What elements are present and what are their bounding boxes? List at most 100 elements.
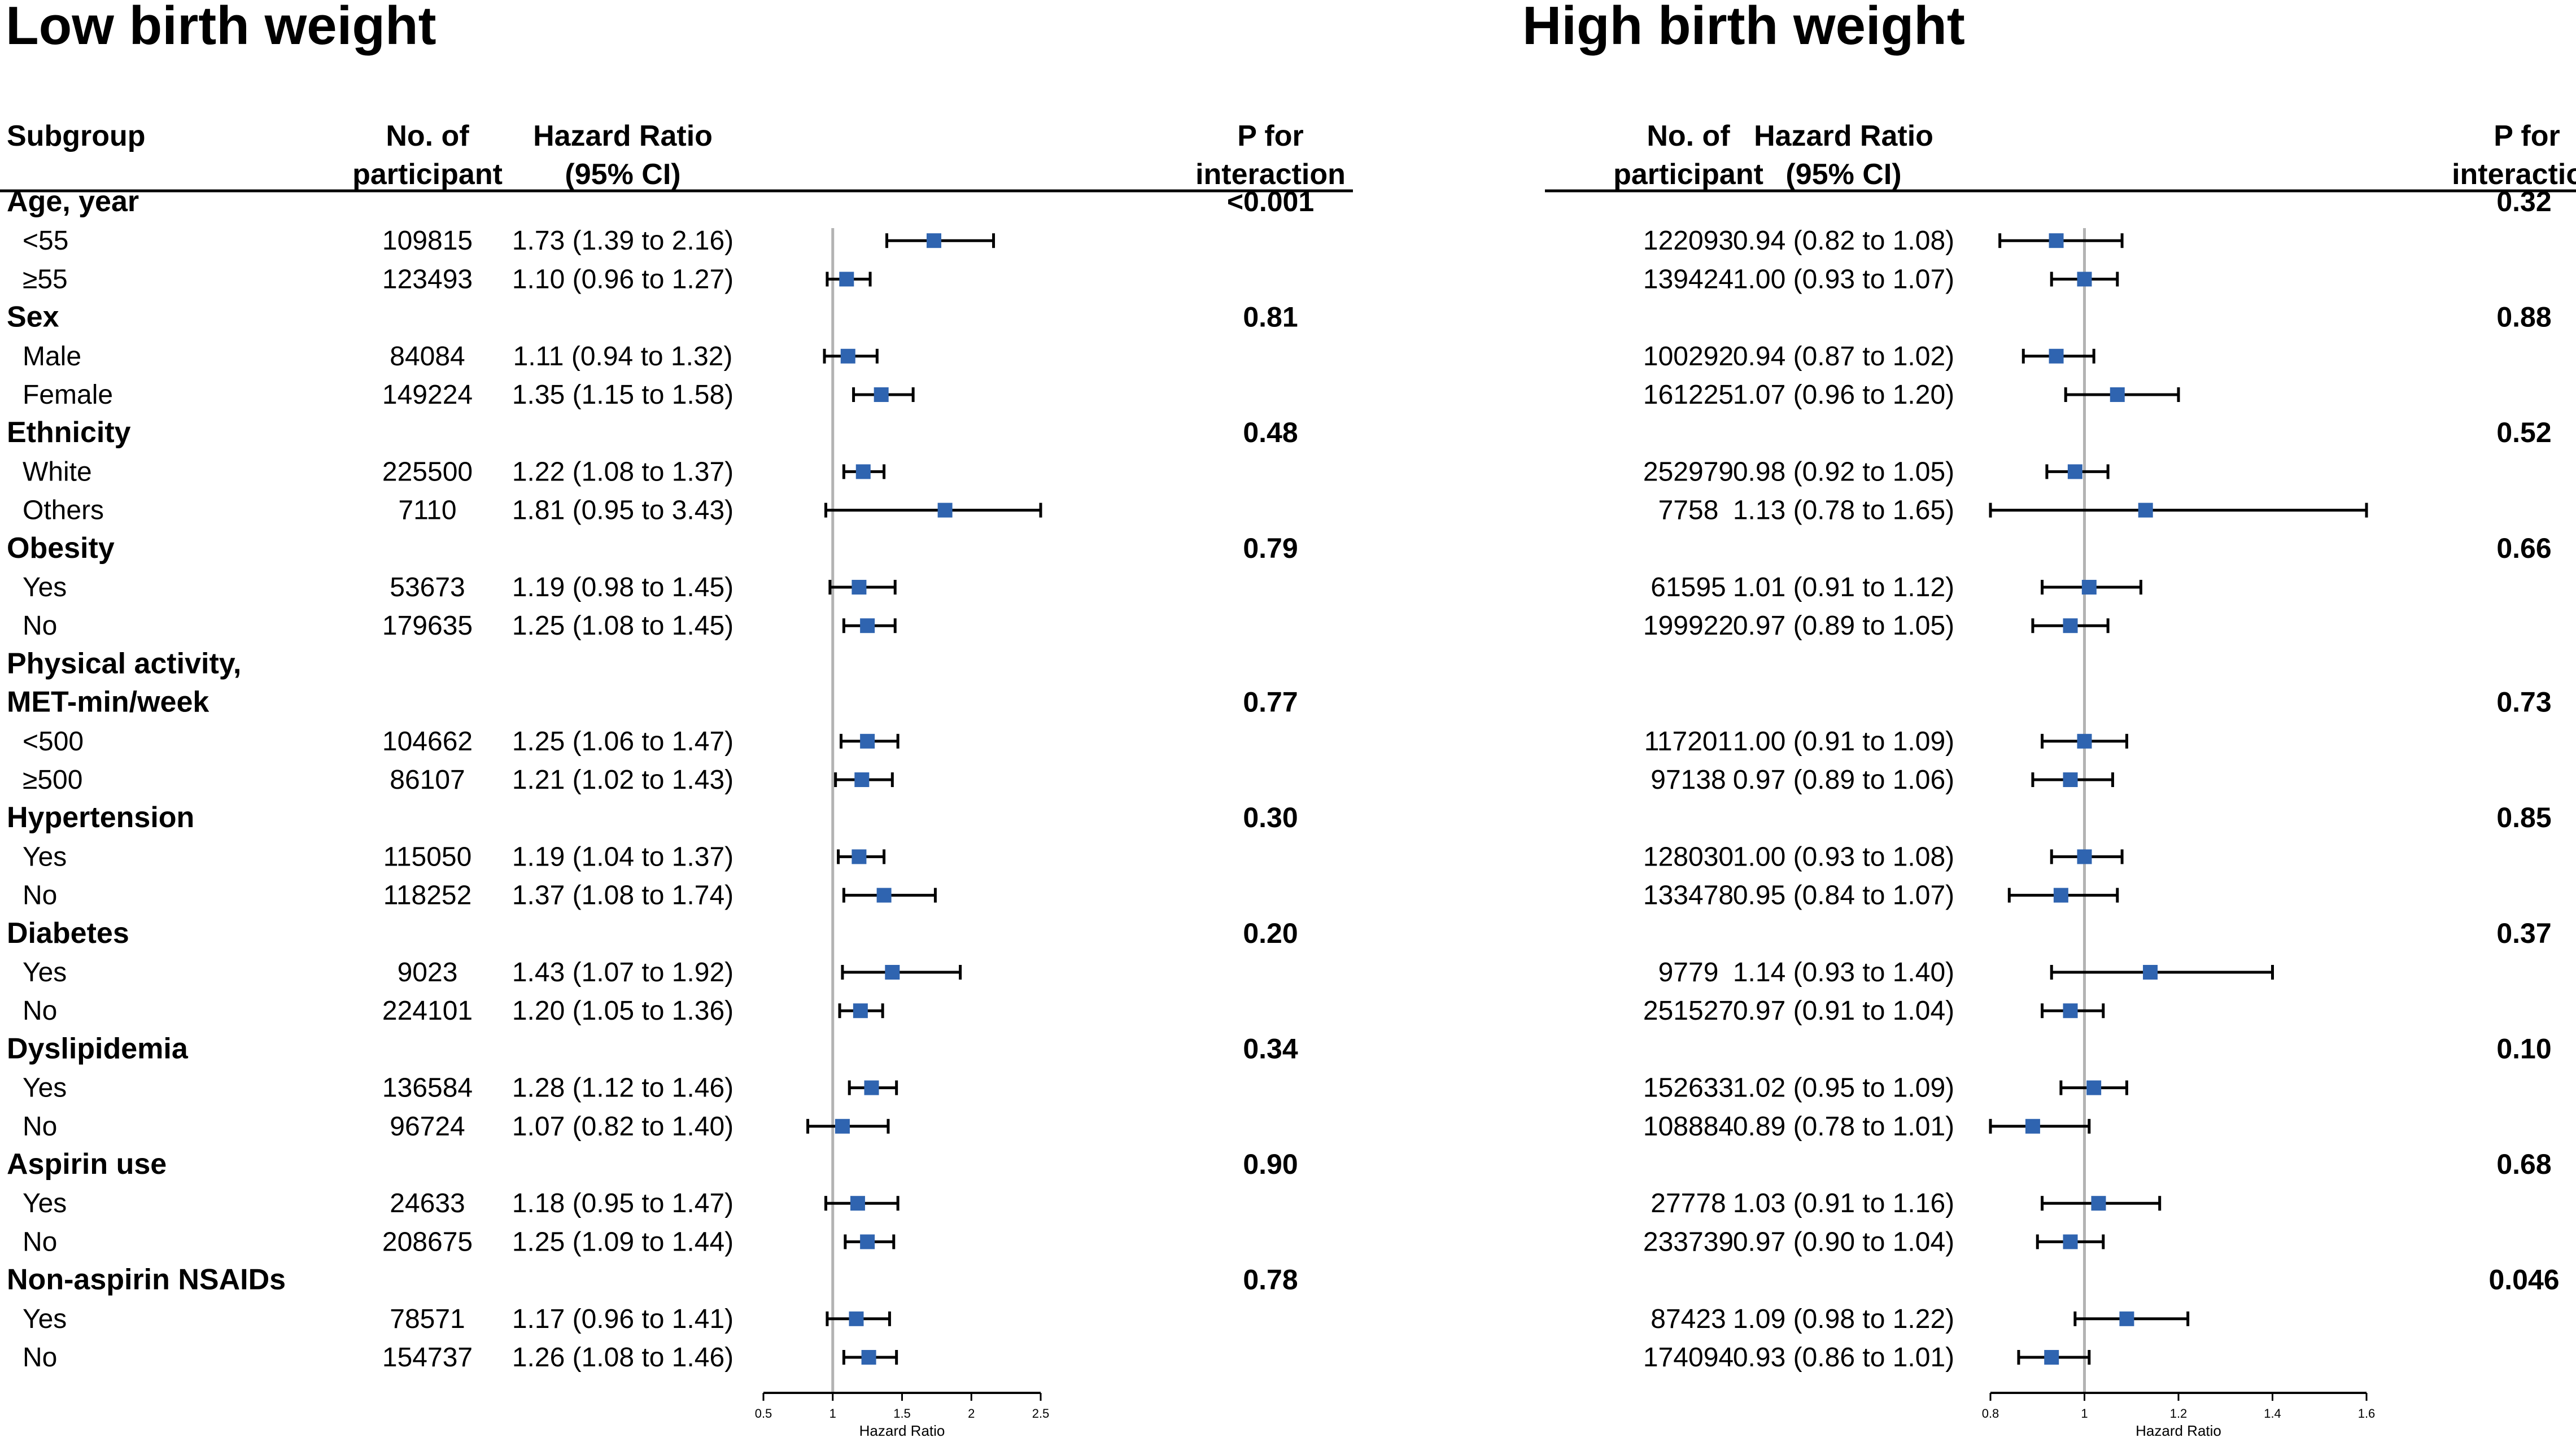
panel2-row-hr-ci: 1.00 (0.91 to 1.09): [1733, 727, 1954, 757]
panel1-row-n: 53673: [390, 573, 465, 602]
panel1-p-interaction-value: 0.79: [1243, 532, 1298, 564]
panel1-header-n-line2: participant: [352, 158, 503, 191]
panel1-row-n: 109815: [382, 226, 473, 256]
panel1-row-label: No: [23, 1227, 57, 1257]
panel1-p-interaction-value: 0.30: [1243, 802, 1298, 833]
panel1-row-n: 7110: [398, 496, 456, 526]
panel2-hr-marker: [2025, 1118, 2040, 1134]
panel2-row-hr-ci: 1.00 (0.93 to 1.08): [1733, 842, 1954, 872]
panel2-p-interaction-value: 0.37: [2496, 917, 2551, 949]
panel1-row-hr-ci: 1.22 (1.08 to 1.37): [512, 457, 733, 487]
panel2-header-hr-line1: Hazard Ratio: [1754, 120, 1933, 152]
panel1-row-hr-ci: 1.18 (0.95 to 1.47): [512, 1188, 733, 1218]
panel1-p-interaction-value: 0.81: [1243, 301, 1298, 333]
panel1-row-label: Male: [23, 342, 81, 372]
panel1-p-interaction-value: 0.78: [1243, 1264, 1298, 1296]
panel1-hr-marker: [839, 272, 854, 287]
panel2-hr-marker: [2044, 1350, 2059, 1365]
panel1-p-interaction-value: 0.90: [1243, 1148, 1298, 1180]
panel1-row-hr-ci: 1.10 (0.96 to 1.27): [512, 264, 733, 294]
panel1-row-hr-ci: 1.19 (0.98 to 1.45): [512, 573, 733, 602]
panel2-hr-marker: [2077, 272, 2092, 287]
panel1-row-n: 9023: [398, 958, 458, 987]
panel2-row-hr-ci: 1.01 (0.91 to 1.12): [1733, 573, 1954, 602]
panel2-row-hr-ci: 1.13 (0.78 to 1.65): [1733, 496, 1954, 526]
panel2-row-n: 174094: [1643, 1343, 1734, 1373]
panel1-group-label: Non-aspirin NSAIDs: [7, 1264, 286, 1296]
panel1-row-hr-ci: 1.81 (0.95 to 3.43): [512, 496, 733, 526]
panel2-x-tick-label: 1: [2081, 1406, 2088, 1421]
panel1-p-interaction-value: 0.77: [1243, 687, 1298, 718]
panel2-row-hr-ci: 1.00 (0.93 to 1.07): [1733, 264, 1954, 294]
panel1-row-hr-ci: 1.25 (1.06 to 1.47): [512, 727, 733, 757]
panel2-chart-title: High birth weight: [1522, 0, 1965, 56]
panel1-row-hr-ci: 1.20 (1.05 to 1.36): [512, 996, 733, 1026]
panel2-hr-marker: [2063, 618, 2078, 633]
panel1-header-n-line1: No. of: [386, 120, 469, 152]
panel1-hr-marker: [860, 1234, 875, 1249]
panel1-group-label: Sex: [7, 301, 59, 334]
panel2-hr-marker: [2063, 1234, 2078, 1249]
panel2-row-n: 97138: [1651, 765, 1726, 795]
panel1-group-label: Age, year: [7, 185, 139, 218]
panel2-row-hr-ci: 1.02 (0.95 to 1.09): [1733, 1073, 1954, 1103]
panel2-p-interaction-value: 0.52: [2496, 417, 2551, 448]
panel2-row-n: 7758: [1658, 496, 1719, 526]
panel1-p-interaction-value: 0.48: [1243, 417, 1298, 448]
panel1-row-hr-ci: 1.26 (1.08 to 1.46): [512, 1343, 733, 1373]
panel2-header-p-line1: P for: [2494, 120, 2560, 152]
panel1-row-n: 149224: [382, 380, 473, 410]
panel1-row-n: 118252: [383, 881, 472, 911]
panel1-row-hr-ci: 1.21 (1.02 to 1.43): [512, 765, 733, 795]
panel2-hr-marker: [2110, 387, 2125, 402]
panel2-p-interaction-value: 0.66: [2496, 532, 2551, 564]
panel1-row-n: 224101: [382, 996, 473, 1026]
panel1-row-n: 84084: [390, 342, 465, 372]
panel1-hr-marker: [852, 849, 867, 864]
panel1-hr-marker: [854, 772, 870, 787]
panel1-x-tick-label: 1: [829, 1406, 836, 1421]
panel1-row-label: Yes: [23, 1304, 67, 1334]
panel1-hr-marker: [861, 1350, 876, 1365]
panel1-hr-marker: [850, 1196, 865, 1211]
panel2-row-hr-ci: 0.98 (0.92 to 1.05): [1733, 457, 1954, 487]
panel2-p-interaction-value: 0.88: [2496, 301, 2551, 333]
panel2-p-interaction-value: 0.10: [2496, 1033, 2551, 1064]
panel2-row-hr-ci: 0.97 (0.89 to 1.05): [1733, 611, 1954, 641]
panel1-group-label: Diabetes: [7, 917, 129, 950]
panel1-chart-title: Low birth weight: [6, 0, 436, 56]
panel1-header-subgroup: Subgroup: [7, 120, 146, 152]
panel1-p-interaction-value: 0.34: [1243, 1033, 1298, 1064]
panel1-p-interaction-value: <0.001: [1227, 186, 1314, 217]
panel2-x-axis-label: Hazard Ratio: [2136, 1422, 2221, 1439]
panel2-x-tick-label: 1.4: [2264, 1406, 2281, 1421]
panel2-row-n: 117201: [1644, 727, 1733, 757]
panel1-row-label: Female: [23, 380, 113, 410]
panel2-row-n: 87423: [1651, 1304, 1726, 1334]
panel1-hr-marker: [860, 618, 875, 633]
panel2-row-n: 139424: [1643, 264, 1734, 294]
panel2-p-interaction-value: 0.85: [2496, 802, 2551, 833]
panel2-hr-marker: [2138, 502, 2153, 518]
panel1-x-tick-label: 2.5: [1032, 1406, 1050, 1421]
panel2-hr-marker: [2077, 849, 2092, 864]
panel1-hr-marker: [853, 1003, 868, 1019]
panel2-row-hr-ci: 1.07 (0.96 to 1.20): [1733, 380, 1954, 410]
panel2-row-n: 108884: [1643, 1112, 1734, 1142]
panel2-hr-marker: [2086, 1080, 2102, 1095]
panel1-row-label: ≥55: [23, 264, 68, 294]
panel1-row-n: 104662: [382, 727, 473, 757]
panel1-row-label: <500: [23, 727, 84, 757]
panel1-row-n: 136584: [382, 1073, 473, 1103]
panel1-row-label: No: [23, 881, 57, 911]
panel2-x-tick-label: 1.2: [2170, 1406, 2188, 1421]
panel1-row-n: 96724: [390, 1112, 465, 1142]
panel1-row-hr-ci: 1.17 (0.96 to 1.41): [512, 1304, 733, 1334]
panel2-header-hr-line2: (95% CI): [1785, 158, 1901, 191]
panel1-hr-marker: [874, 387, 889, 402]
panel1-hr-marker: [926, 233, 941, 248]
panel1-header-hr-line2: (95% CI): [565, 158, 680, 191]
panel2-hr-marker: [2053, 888, 2068, 903]
